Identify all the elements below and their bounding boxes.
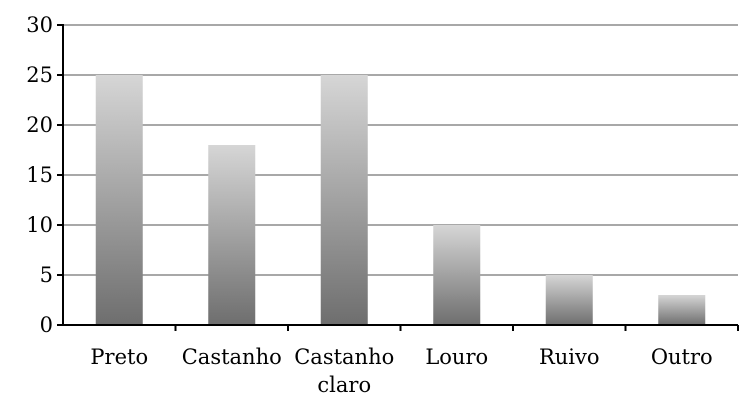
- bar-outro: [658, 295, 706, 325]
- y-tick-label: 0: [40, 313, 53, 337]
- tick-labels: 0 5 10 15 20 25 30 Preto Castanho Castanho claro Lo…: [26, 13, 712, 397]
- bar-ruivo: [545, 275, 593, 325]
- x-tick-label: Ruivo: [539, 345, 600, 369]
- x-tick-label-line: Preto: [90, 345, 148, 369]
- gridlines: [63, 24, 738, 276]
- bar-louro: [433, 225, 481, 325]
- y-tick-label: 5: [40, 263, 53, 287]
- x-tick-label-line: Castanho: [182, 345, 282, 369]
- x-tick-label-line: Louro: [425, 345, 488, 369]
- y-tick-label: 20: [26, 113, 53, 137]
- y-tick-label: 15: [26, 163, 53, 187]
- y-tick-label: 30: [26, 13, 53, 37]
- x-tick-label-line: Ruivo: [539, 345, 600, 369]
- x-tick-label: Louro: [425, 345, 488, 369]
- bar-preto: [95, 75, 143, 325]
- bar-castanho: [208, 145, 256, 325]
- bar-castanho-claro: [320, 75, 368, 325]
- x-tick-label-line: Castanho: [294, 345, 394, 369]
- x-tick-label: Castanho claro: [294, 345, 394, 397]
- axes: [57, 24, 739, 331]
- x-tick-label-line: claro: [317, 373, 371, 397]
- x-tick-label: Castanho: [182, 345, 282, 369]
- x-tick-label: Preto: [90, 345, 148, 369]
- x-tick-label: Outro: [651, 345, 713, 369]
- y-tick-label: 10: [26, 213, 53, 237]
- bars: [95, 75, 706, 325]
- y-tick-label: 25: [26, 63, 53, 87]
- x-tick-label-line: Outro: [651, 345, 713, 369]
